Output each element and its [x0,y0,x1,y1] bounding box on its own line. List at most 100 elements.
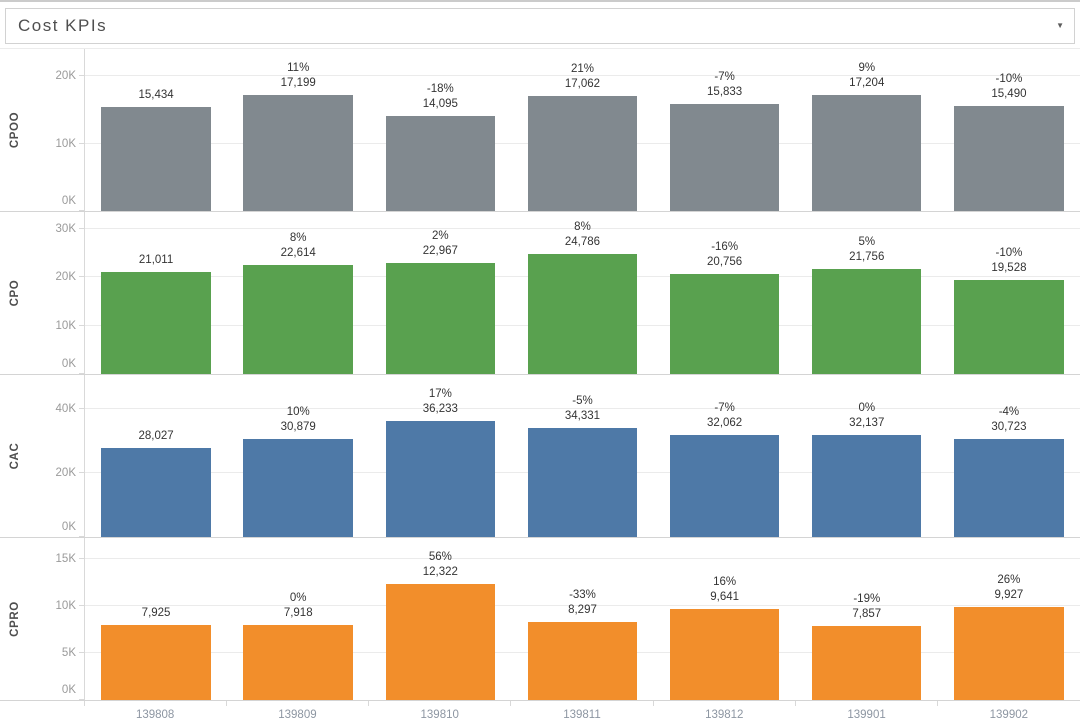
pct-change-label: -19% [853,593,881,605]
bar-cells: 28,027 10% 30,879 17% 36,233 -5% 34,331 -7% 32,0… [85,375,1080,537]
bar[interactable] [669,609,780,700]
x-tick-label: 139812 [705,709,744,721]
y-tick-mark [79,210,84,211]
chart-pane: 15,434 11% 17,199 -18% 14,095 21% 17,062 -7% 15,… [84,49,1080,211]
pct-change-label: 17% [428,388,452,401]
caret-down-icon[interactable]: ▼ [1056,21,1064,30]
x-tick-label: 139902 [989,709,1029,721]
bar[interactable] [669,434,780,537]
bar[interactable] [812,268,922,374]
bar[interactable] [527,427,638,537]
bar[interactable] [243,94,353,211]
bar-cell: -33% 8,297 [511,538,653,700]
x-tick-label: 139808 [135,709,175,721]
chart-row-cac: CAC 0K 20K 40K 28,027 10% 30,879 17% 36,233 -5% 34… [0,375,1080,538]
bar-cell: -18% 14,095 [369,49,511,211]
value-label: 15,833 [707,86,743,99]
pct-change-label: 56% [428,550,452,563]
bar-cell: 0% 32,137 [796,375,938,537]
chart-pane: 21,011 8% 22,614 2% 22,967 8% 24,786 -16% 20,756… [84,212,1080,374]
value-label: 14,095 [422,97,458,110]
pct-change-label: -7% [714,71,735,84]
pct-change-label: 9% [858,61,876,74]
pct-change-label: 0% [858,401,876,414]
bar-cell: 26% 9,927 [938,538,1080,700]
bar[interactable] [669,104,780,211]
gridline [85,75,1080,76]
y-axis: 0K 5K 10K 15K [30,538,84,700]
pct-change-label: 8% [574,221,591,234]
bar[interactable] [385,583,496,700]
pct-change-label: -18% [426,82,454,95]
bar[interactable] [385,421,496,537]
bar-cell: -4% 30,723 [938,375,1080,537]
bar[interactable] [954,106,1064,211]
bar[interactable] [101,106,211,211]
bar[interactable] [527,254,638,374]
y-tick-mark [79,536,84,537]
bar[interactable] [385,262,496,374]
pct-change-label: 26% [997,573,1021,586]
bar[interactable] [527,95,638,211]
value-label: 22,614 [280,246,316,259]
value-label: 12,322 [422,565,458,578]
value-label: 19,528 [991,261,1027,274]
value-label: 21,756 [849,250,885,263]
y-tick-mark [79,604,84,606]
bar[interactable] [669,273,780,374]
bar-cell: 8% 22,614 [227,212,369,374]
y-tick-label: 20K [55,70,76,82]
bar-cell: 16% 9,641 [654,538,796,700]
bar-cell: 17% 36,233 [369,375,511,537]
bar[interactable] [527,621,638,700]
bar-cells: 7,925 0% 7,918 56% 12,322 -33% 8,297 16% 9,641 -1… [85,538,1080,700]
worksheet-title-box: Cost KPIs ▼ [5,8,1075,44]
bar-cell: 28,027 [85,375,227,537]
bar-cell: -7% 15,833 [654,49,796,211]
x-axis-cell: 139808 [83,701,226,725]
bar[interactable] [954,606,1064,700]
y-tick-label: 40K [55,403,76,416]
value-label: 17,199 [280,76,316,89]
pct-change-label: -10% [995,73,1023,86]
value-label: 22,967 [422,244,458,257]
bar[interactable] [243,625,353,700]
bar-cell: -10% 19,528 [938,212,1080,374]
bar[interactable] [101,447,211,537]
pct-change-label: 11% [287,61,310,74]
pct-change-label: -5% [572,394,593,407]
bar[interactable] [812,434,922,537]
bar[interactable] [243,264,353,374]
y-tick-label: 10K [55,137,76,150]
x-axis-cell: 139901 [794,701,937,725]
y-tick-label: 0K [61,195,76,207]
value-label: 36,233 [422,403,458,416]
bar[interactable] [385,115,496,211]
value-label: 17,204 [849,76,885,89]
value-label: 7,918 [283,607,313,620]
y-tick-mark [79,75,84,76]
metric-axis-label: CPRO [9,601,21,637]
bar[interactable] [954,439,1064,537]
bar[interactable] [243,438,353,537]
bar[interactable] [954,279,1064,374]
gridline [85,227,1080,229]
y-tick-mark [79,699,84,700]
bar[interactable] [101,625,211,700]
y-tick-label: 15K [55,552,76,565]
bar-cell: 21% 17,062 [511,49,653,211]
y-tick-label: 0K [61,358,76,370]
bar[interactable] [101,272,211,374]
row-label-col: CPOO [0,49,30,211]
pct-change-label: -16% [711,240,739,253]
bar-cell: -10% 15,490 [938,49,1080,211]
bar[interactable] [812,626,922,700]
bar-cell: 15,434 [85,49,227,211]
y-tick-mark [79,373,84,374]
bar[interactable] [812,94,922,211]
value-label: 8,297 [568,603,597,616]
pct-change-label: 21% [570,62,594,75]
value-label: 9,927 [994,588,1024,601]
pct-change-label: 8% [289,231,307,244]
y-tick-label: 10K [55,319,76,332]
